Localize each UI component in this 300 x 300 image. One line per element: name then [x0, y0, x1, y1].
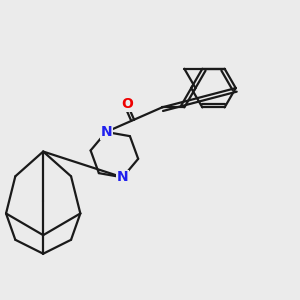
Text: N: N [117, 170, 128, 184]
Text: O: O [121, 97, 133, 111]
Text: N: N [100, 125, 112, 139]
